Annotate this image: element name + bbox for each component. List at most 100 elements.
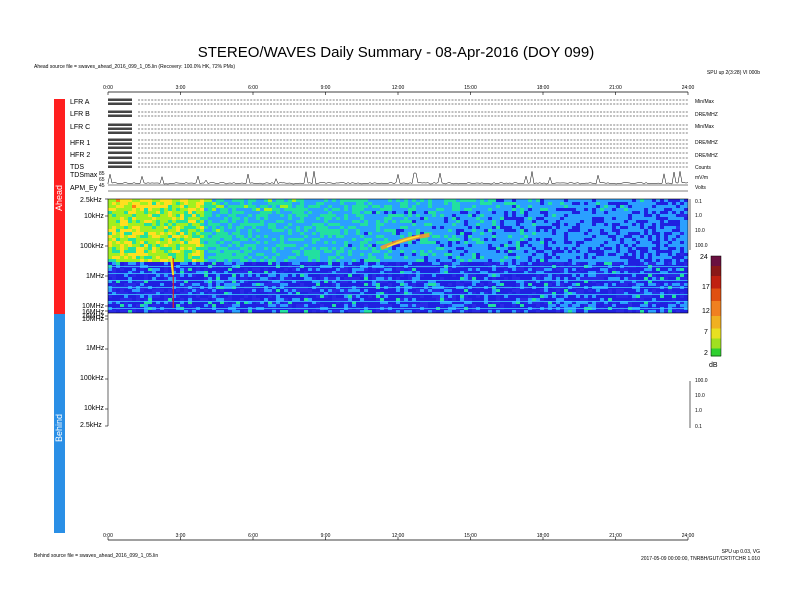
spectrogram-cell: [520, 274, 524, 277]
spectrogram-cell: [676, 259, 680, 262]
spectrogram-cell: [656, 271, 660, 274]
spectrogram-cell: [108, 214, 112, 217]
spectrogram-cell: [628, 211, 632, 214]
spectrogram-cell: [108, 253, 112, 256]
spectrogram-cell: [424, 310, 428, 313]
spectrogram-cell: [392, 298, 396, 301]
spectrogram-cell: [324, 223, 328, 226]
spectrogram-cell: [108, 289, 112, 292]
spectrogram-cell: [560, 217, 564, 220]
spectrogram-cell: [552, 211, 556, 214]
spectrogram-cell: [376, 235, 380, 238]
spectrogram-cell: [136, 202, 140, 205]
spectrogram-cell: [348, 244, 352, 247]
spectrogram-cell: [268, 268, 272, 271]
spectrogram-cell: [488, 208, 492, 211]
spectrogram-cell: [436, 253, 440, 256]
spectrogram-cell: [296, 259, 300, 262]
spectrogram-cell: [376, 208, 380, 211]
spectrogram-cell: [312, 295, 316, 298]
spectrogram-cell: [148, 295, 152, 298]
spectrogram-cell: [592, 310, 596, 313]
spectrogram-cell: [204, 223, 208, 226]
spectrogram-cell: [408, 205, 412, 208]
spectrogram-cell: [116, 217, 120, 220]
spectrogram-cell: [604, 244, 608, 247]
spectrogram-cell: [284, 271, 288, 274]
spectrogram-cell: [608, 232, 612, 235]
spectrogram-cell: [292, 202, 296, 205]
spectrogram-cell: [548, 298, 552, 301]
spectrogram-cell: [132, 256, 136, 259]
spectrogram-cell: [648, 283, 652, 286]
spectrogram-cell: [464, 232, 468, 235]
spectrogram-cell: [532, 211, 536, 214]
spectrogram-cell: [460, 202, 464, 205]
spectrogram-cell: [408, 220, 412, 223]
spectrogram-cell: [136, 283, 140, 286]
spectrogram-cell: [684, 220, 688, 223]
spectrogram-cell: [612, 244, 616, 247]
spectrogram-cell: [592, 217, 596, 220]
spectrogram-cell: [484, 259, 488, 262]
spectrogram-cell: [632, 205, 636, 208]
spectrogram-cell: [172, 247, 176, 250]
spectrogram-cell: [204, 271, 208, 274]
spectrogram-cell: [280, 253, 284, 256]
spectrogram-cell: [264, 247, 268, 250]
spectrogram-cell: [200, 292, 204, 295]
spectrogram-cell: [116, 244, 120, 247]
spectrogram-cell: [272, 214, 276, 217]
spectrogram-cell: [404, 220, 408, 223]
spectrogram-cell: [364, 199, 368, 202]
spectrogram-cell: [312, 226, 316, 229]
spectrogram-cell: [496, 214, 500, 217]
spectrogram-cell: [272, 304, 276, 307]
spectrogram-cell: [320, 217, 324, 220]
spectrogram-cell: [408, 301, 412, 304]
spectrogram-cell: [644, 202, 648, 205]
spectrogram-cell: [492, 295, 496, 298]
spectrogram-cell: [212, 244, 216, 247]
spectrogram-cell: [528, 220, 532, 223]
spectrogram-cell: [292, 241, 296, 244]
spectrogram-cell: [372, 259, 376, 262]
spectrogram-cell: [112, 214, 116, 217]
spectrogram-cell: [220, 232, 224, 235]
spectrogram-cell: [592, 199, 596, 202]
spectrogram-cell: [328, 310, 332, 313]
spectrogram-cell: [224, 271, 228, 274]
spectrogram-cell: [428, 277, 432, 280]
spectrogram-cell: [256, 232, 260, 235]
spectrogram-cell: [256, 247, 260, 250]
spectrogram-cell: [376, 274, 380, 277]
spectrogram-cell: [420, 277, 424, 280]
spectrogram-cell: [488, 301, 492, 304]
behind-label: Behind: [54, 413, 64, 442]
spectrogram-cell: [452, 220, 456, 223]
spectrogram-cell: [140, 244, 144, 247]
spectrogram-cell: [592, 232, 596, 235]
spectrogram-cell: [344, 244, 348, 247]
spectrogram-cell: [472, 226, 476, 229]
spectrogram-cell: [236, 262, 240, 265]
spectrogram-cell: [192, 283, 196, 286]
spectrogram-cell: [396, 271, 400, 274]
spectrogram-cell: [392, 199, 396, 202]
spectrogram-cell: [176, 310, 180, 313]
spectrogram-cell: [428, 235, 432, 238]
spectrogram-cell: [268, 214, 272, 217]
spectrogram-cell: [328, 202, 332, 205]
spectrogram-cell: [636, 271, 640, 274]
spectrogram-cell: [332, 271, 336, 274]
spectrogram-cell: [248, 274, 252, 277]
spectrogram-cell: [120, 247, 124, 250]
spectrogram-cell: [204, 208, 208, 211]
spectrogram-cell: [548, 268, 552, 271]
spectrogram-cell: [364, 241, 368, 244]
spectrogram-cell: [556, 226, 560, 229]
spectrogram-cell: [272, 271, 276, 274]
spectrogram-cell: [136, 253, 140, 256]
spectrogram-cell: [668, 226, 672, 229]
spectrogram-cell: [256, 274, 260, 277]
